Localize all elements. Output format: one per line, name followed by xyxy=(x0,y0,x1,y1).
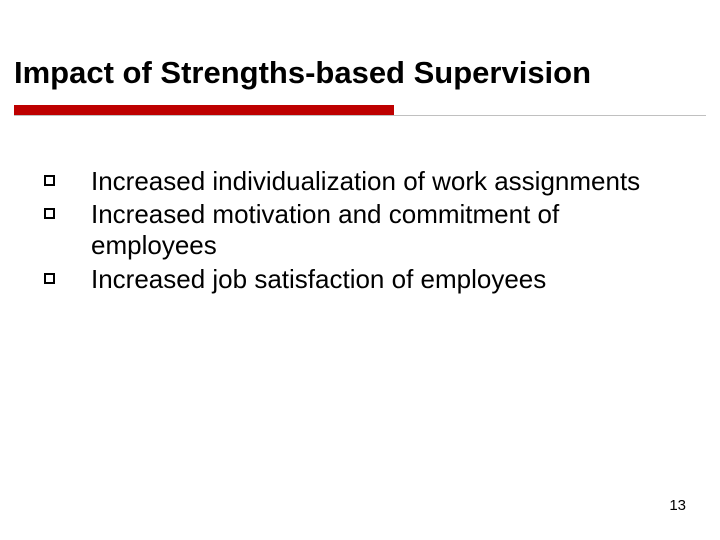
title-underline-red xyxy=(14,105,394,115)
bullet-list: Increased individualization of work assi… xyxy=(44,166,674,297)
list-item: Increased motivation and commitment of e… xyxy=(44,199,674,261)
page-number: 13 xyxy=(669,497,686,514)
title-block: Impact of Strengths-based Supervision xyxy=(14,55,706,116)
bullet-square-icon xyxy=(44,208,55,219)
list-item: Increased individualization of work assi… xyxy=(44,166,674,197)
bullet-square-icon xyxy=(44,273,55,284)
bullet-text: Increased motivation and commitment of e… xyxy=(91,199,674,261)
bullet-text: Increased job satisfaction of employees xyxy=(91,264,546,295)
list-item: Increased job satisfaction of employees xyxy=(44,264,674,295)
slide: Impact of Strengths-based Supervision In… xyxy=(0,0,720,540)
bullet-text: Increased individualization of work assi… xyxy=(91,166,640,197)
title-underline-gray xyxy=(14,115,706,116)
bullet-square-icon xyxy=(44,175,55,186)
slide-title: Impact of Strengths-based Supervision xyxy=(14,55,706,91)
